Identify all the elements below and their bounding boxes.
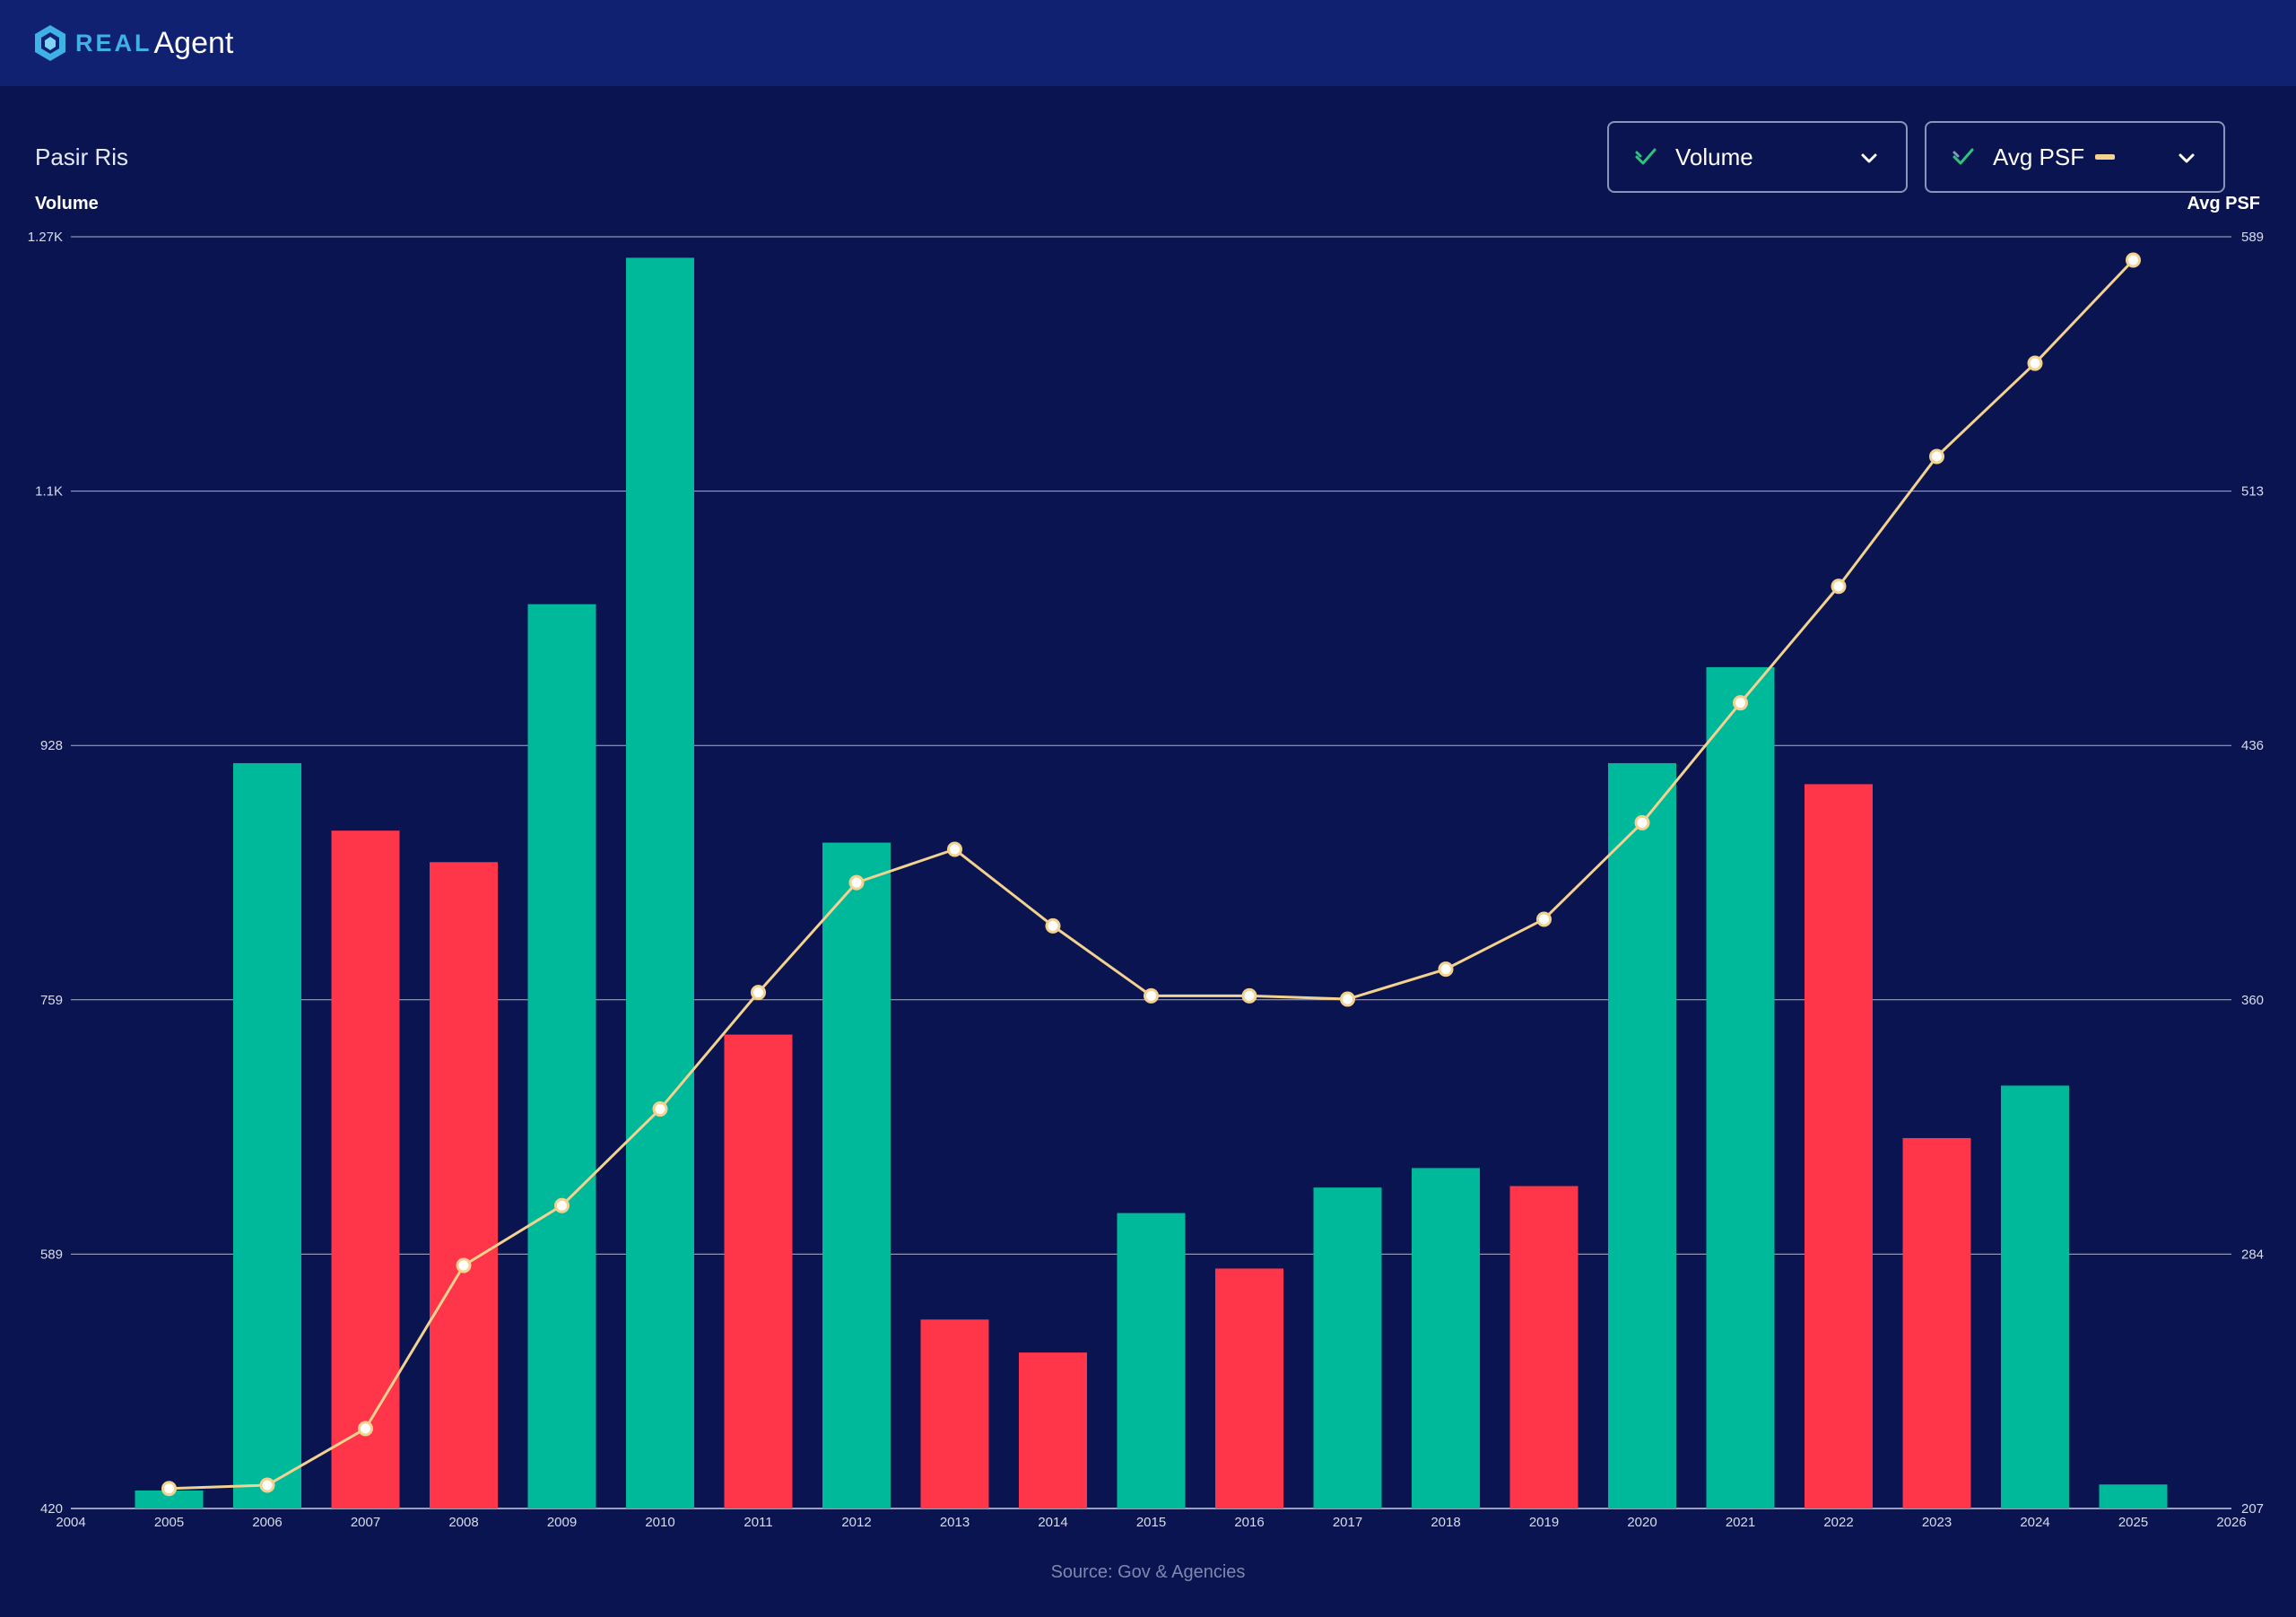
y-tick-label: 420 <box>40 1501 63 1517</box>
x-tick-label: 2022 <box>1823 1515 1853 1530</box>
logo-hexagon-icon <box>35 25 65 61</box>
x-tick-label: 2015 <box>1136 1515 1166 1530</box>
volume-bar <box>2001 1085 2069 1508</box>
volume-bar <box>1117 1213 1186 1508</box>
source-note: Source: Gov & Agencies <box>1050 1562 1246 1582</box>
top-navigation-bar: REAL Agent <box>0 0 2296 86</box>
volume-bar <box>1509 1186 1578 1508</box>
avg-psf-point <box>1340 991 1355 1007</box>
volume-bar <box>1215 1268 1283 1508</box>
avg-psf-point <box>1733 695 1748 711</box>
x-tick-label: 2026 <box>2216 1515 2246 1530</box>
volume-bar <box>1019 1352 1087 1508</box>
volume-bar <box>920 1319 989 1508</box>
chevron-down-icon <box>1861 153 1877 163</box>
y-tick-label: 1.27K <box>28 230 63 245</box>
avg-psf-series-dropdown[interactable]: Avg PSF <box>1925 121 2225 193</box>
y2-tick-label: 589 <box>2241 230 2264 245</box>
avg-psf-point <box>554 1197 570 1213</box>
chevron-down-icon <box>2179 153 2195 163</box>
x-tick-label: 2007 <box>351 1515 380 1530</box>
avg-psf-point <box>1634 814 1650 830</box>
avg-psf-point <box>161 1481 177 1497</box>
y-tick-label: 928 <box>40 738 63 753</box>
avg-psf-point <box>1241 987 1257 1004</box>
avg-psf-point <box>259 1477 275 1493</box>
y2-tick-label: 360 <box>2241 993 2264 1008</box>
x-tick-label: 2005 <box>154 1515 184 1530</box>
x-tick-label: 2008 <box>448 1515 478 1530</box>
volume-bar <box>1313 1187 1382 1508</box>
volume-bar <box>626 257 694 1508</box>
x-tick-label: 2016 <box>1234 1515 1264 1530</box>
y2-tick-label: 207 <box>2241 1501 2264 1517</box>
avg-psf-point <box>1438 961 1454 978</box>
brand-name-agent: Agent <box>153 25 234 60</box>
volume-series-dropdown[interactable]: Volume <box>1607 121 1908 193</box>
left-axis-title: Volume <box>35 194 99 213</box>
check-icon <box>1952 148 1974 165</box>
x-tick-label: 2025 <box>2118 1515 2148 1530</box>
check-icon <box>1635 148 1657 165</box>
avg-psf-point <box>1831 578 1847 595</box>
avg-psf-point <box>358 1421 373 1437</box>
x-tick-label: 2013 <box>940 1515 970 1530</box>
volume-bar <box>233 762 301 1508</box>
avg-psf-point <box>2027 355 2043 371</box>
avg-psf-point <box>1045 917 1061 934</box>
chart-title: Pasir Ris <box>35 143 129 170</box>
avg-psf-dropdown-label: Avg PSF <box>1993 143 2085 170</box>
volume-bar <box>527 604 596 1508</box>
avg-psf-point <box>1536 911 1552 927</box>
volume-bar <box>1706 666 1775 1508</box>
x-tick-label: 2009 <box>547 1515 577 1530</box>
avg-psf-point <box>456 1257 472 1274</box>
brand-logo[interactable]: REAL Agent <box>34 23 233 63</box>
x-tick-label: 2006 <box>252 1515 282 1530</box>
volume-bar <box>1902 1137 1971 1508</box>
volume-bar <box>1805 784 1873 1508</box>
x-tick-label: 2010 <box>645 1515 674 1530</box>
x-tick-label: 2011 <box>744 1515 772 1530</box>
y-tick-label: 759 <box>40 993 63 1008</box>
volume-bar <box>135 1490 204 1508</box>
volume-bar <box>331 830 400 1508</box>
avg-psf-point <box>652 1101 668 1117</box>
x-tick-label: 2024 <box>2020 1515 2049 1530</box>
y2-tick-label: 513 <box>2241 484 2264 500</box>
right-axis-title: Avg PSF <box>2187 194 2261 213</box>
y-tick-label: 1.1K <box>35 484 63 500</box>
volume-dropdown-label: Volume <box>1675 143 1753 170</box>
x-tick-label: 2023 <box>1922 1515 1952 1530</box>
avg-psf-point <box>1929 448 1944 465</box>
volume-bar <box>1412 1168 1480 1508</box>
x-tick-label: 2018 <box>1431 1515 1460 1530</box>
avg-psf-point <box>751 985 766 1001</box>
volume-bar <box>724 1034 793 1508</box>
avg-psf-point <box>1144 987 1159 1004</box>
volume-bar <box>430 862 498 1508</box>
y2-tick-label: 284 <box>2241 1247 2264 1262</box>
x-tick-label: 2020 <box>1627 1515 1657 1530</box>
avg-psf-point <box>2126 252 2141 268</box>
volume-bar <box>1608 762 1676 1508</box>
x-tick-label: 2014 <box>1038 1515 1067 1530</box>
brand-name-real: REAL <box>75 29 152 57</box>
x-tick-label: 2017 <box>1333 1515 1362 1530</box>
x-tick-label: 2004 <box>56 1515 85 1530</box>
volume-bar <box>2099 1484 2168 1508</box>
x-tick-label: 2021 <box>1726 1515 1755 1530</box>
y2-tick-label: 436 <box>2241 738 2264 753</box>
x-tick-label: 2019 <box>1529 1515 1559 1530</box>
x-tick-label: 2012 <box>841 1515 871 1530</box>
avg-psf-point <box>947 841 962 857</box>
y-tick-label: 589 <box>40 1247 63 1262</box>
avg-psf-point <box>848 874 865 891</box>
line-legend-swatch <box>2095 154 2116 160</box>
volume-bar <box>822 842 891 1508</box>
